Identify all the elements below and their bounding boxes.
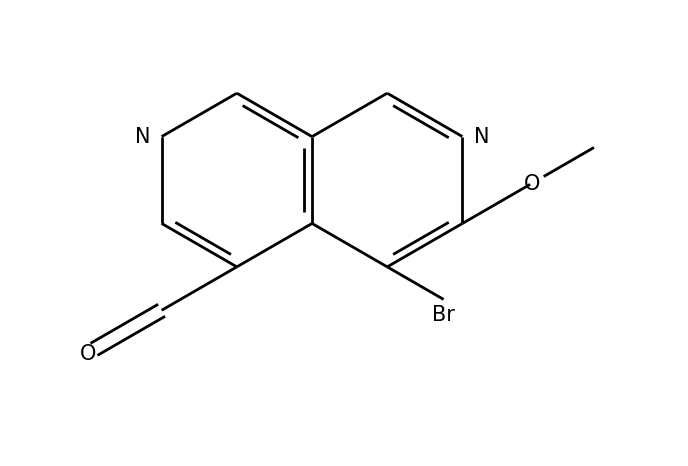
Text: O: O	[80, 344, 96, 363]
Text: N: N	[474, 127, 489, 147]
Text: O: O	[524, 174, 540, 194]
Text: N: N	[135, 127, 150, 147]
Text: Br: Br	[432, 305, 455, 325]
